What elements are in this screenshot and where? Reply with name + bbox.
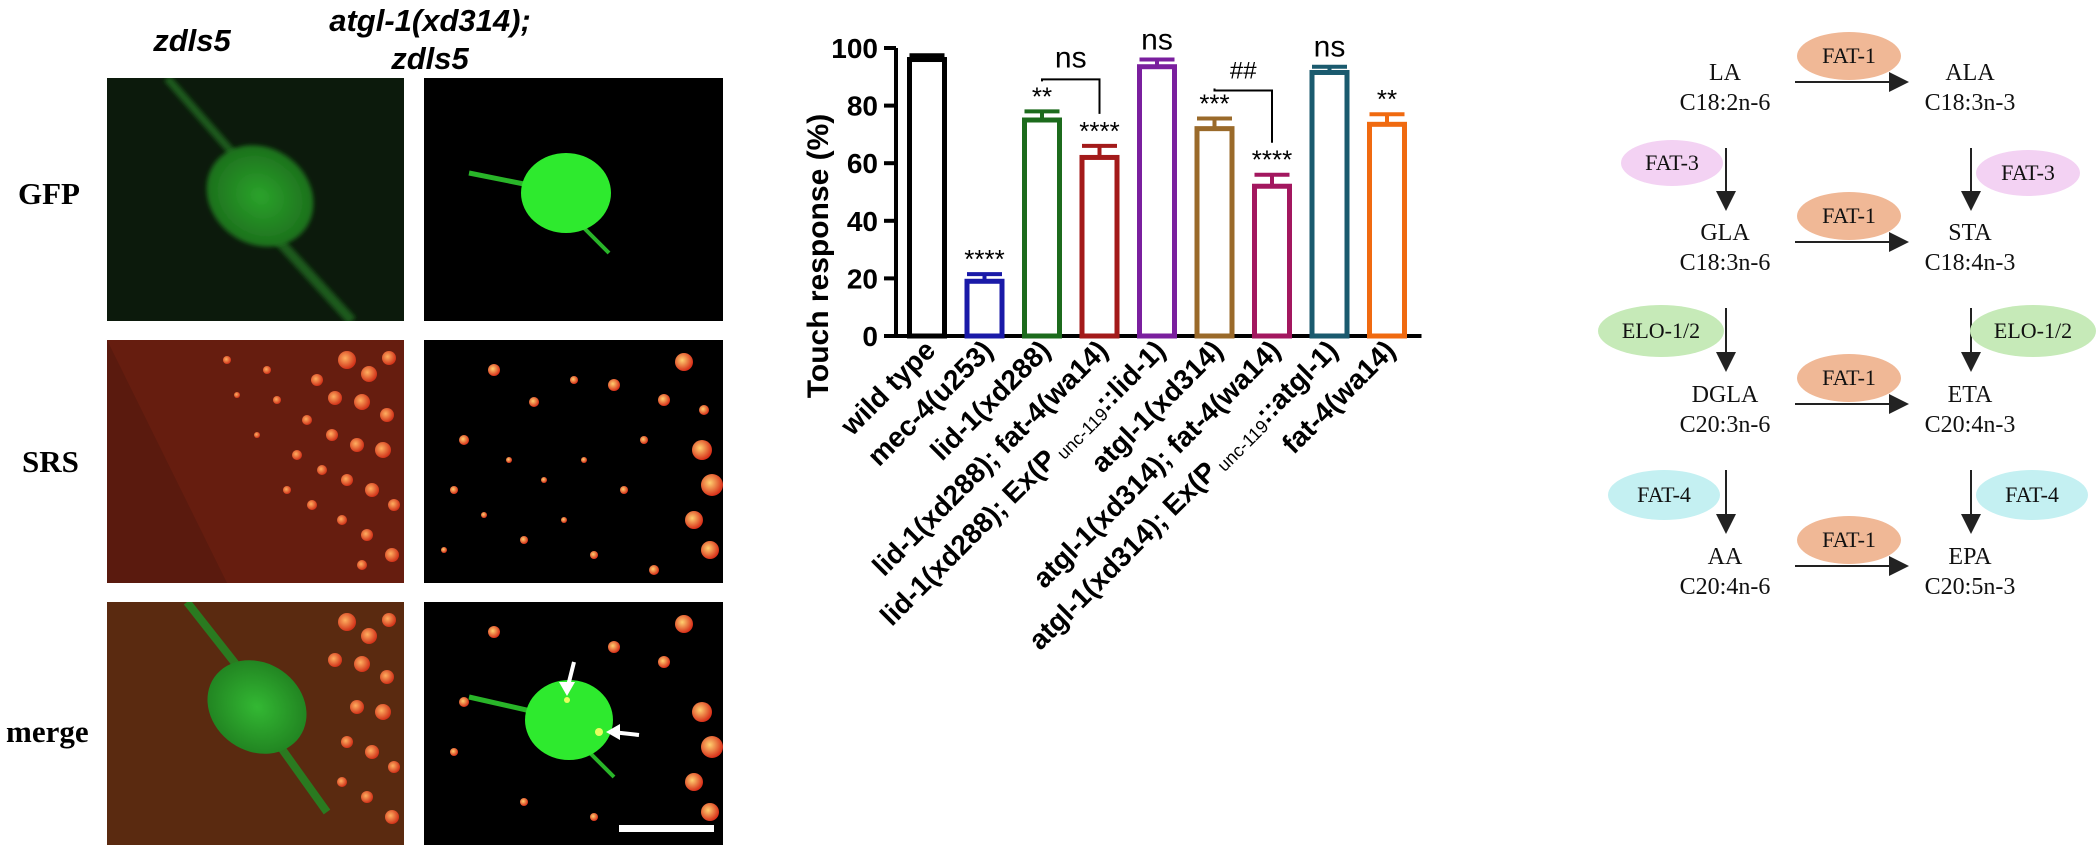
comparison-brackets: ns ## [1041, 41, 1273, 143]
fa-name: EPA [1948, 544, 1992, 570]
x-axis-labels: wild typemec-4(u253)lid-1(xd288)lid-1(xd… [834, 334, 1401, 655]
enzyme-fat3-left: FAT-3 [1621, 140, 1723, 186]
y-axis-label: Touch response (%) [802, 114, 835, 398]
pathway-arrows [1716, 72, 1981, 576]
fa-name: AA [1707, 544, 1743, 570]
merge-image-atgl-1 [424, 602, 723, 845]
significance-label: **** [1079, 116, 1119, 146]
enzyme-fat4-left: FAT-4 [1608, 470, 1720, 520]
fa-formula: C20:3n-6 [1679, 412, 1771, 438]
fa-formula: C18:4n-3 [1924, 250, 2016, 276]
comparison-bracket [1213, 88, 1273, 143]
bar [964, 278, 1005, 339]
significance-label: ns [1141, 30, 1173, 57]
fa-formula: C18:3n-6 [1679, 250, 1771, 276]
fa-name: STA [1948, 220, 1992, 246]
significance-label: ns [1314, 31, 1346, 64]
y-tick-label: 40 [847, 206, 878, 237]
bar [1022, 117, 1062, 339]
fatty-acid-la: LA C18:2n-6 [1660, 58, 1790, 118]
bar [907, 57, 947, 339]
bars: **********ns*******ns** [907, 30, 1407, 339]
enzyme-elo-right: ELO-1/2 [1970, 305, 2096, 357]
bar [1252, 183, 1292, 339]
significance-label: *** [1199, 89, 1229, 119]
significance-label: **** [1252, 145, 1292, 175]
bar [1367, 121, 1407, 339]
srs-image-wild-type [107, 340, 404, 583]
y-tick-label: 60 [847, 148, 878, 179]
fatty-acid-epa: EPA C20:5n-3 [1905, 542, 2035, 602]
y-tick-label: 20 [847, 263, 878, 294]
bar [1079, 154, 1120, 339]
fatty-acid-ala: ALA C18:3n-3 [1905, 58, 2035, 118]
significance-label: ** [1377, 84, 1397, 114]
fa-name: ETA [1947, 382, 1993, 408]
column-title-wild-type: zdls5 [153, 23, 231, 58]
fatty-acid-gla: GLA C18:3n-6 [1660, 218, 1790, 278]
srs-image-atgl-1 [424, 340, 723, 583]
row-label-gfp: GFP [18, 176, 80, 211]
gfp-image-wild-type [107, 78, 404, 321]
fatty-acid-aa: AA C20:4n-6 [1660, 542, 1790, 602]
y-tick-label: 0 [862, 321, 878, 352]
fa-formula: C20:5n-3 [1924, 574, 2016, 600]
fa-name: ALA [1945, 60, 1995, 86]
merge-image-wild-type [107, 602, 404, 845]
fa-formula: C20:4n-6 [1679, 574, 1771, 600]
comparison-bracket [1041, 78, 1101, 114]
enzyme-fat1-dgla-eta: FAT-1 [1797, 354, 1901, 402]
fatty-acid-dgla: DGLA C20:3n-6 [1660, 380, 1790, 440]
gfp-image-atgl-1 [424, 78, 723, 321]
column-title-atgl-1: atgl-1(xd314); zdls5 [329, 3, 531, 76]
comparison-label: ## [1230, 58, 1257, 85]
enzyme-fat1-aa-epa: FAT-1 [1797, 516, 1901, 564]
row-label-srs: SRS [22, 444, 79, 479]
y-tick-label: 80 [847, 91, 878, 122]
fatty-acid-sta: STA C18:4n-3 [1905, 218, 2035, 278]
bar [1137, 64, 1177, 339]
bar [1309, 69, 1350, 339]
row-label-merge: merge [6, 714, 89, 749]
enzyme-fat3-right: FAT-3 [1976, 150, 2080, 196]
fa-formula: C18:2n-6 [1679, 90, 1771, 116]
comparison-label: ns [1055, 41, 1087, 74]
fatty-acid-eta: ETA C20:4n-3 [1905, 380, 2035, 440]
enzyme-elo-left: ELO-1/2 [1598, 305, 1724, 357]
significance-label: ** [1032, 81, 1052, 111]
enzyme-fat1-la-ala: FAT-1 [1797, 32, 1901, 80]
y-tick-label: 100 [831, 33, 878, 64]
fa-name: DGLA [1691, 382, 1759, 408]
fa-name: LA [1709, 60, 1741, 86]
fa-name: GLA [1700, 220, 1750, 246]
fa-formula: C20:4n-3 [1924, 412, 2016, 438]
bar [1194, 126, 1235, 339]
enzyme-fat1-gla-sta: FAT-1 [1797, 192, 1901, 240]
significance-label: **** [964, 244, 1004, 274]
fa-formula: C18:3n-3 [1924, 90, 2016, 116]
enzyme-fat4-right: FAT-4 [1976, 470, 2088, 520]
